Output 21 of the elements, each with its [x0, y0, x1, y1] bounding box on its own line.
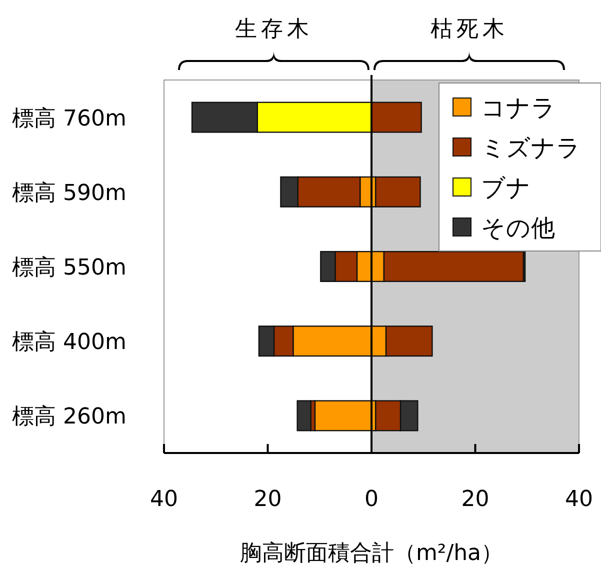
- text: 枯死木: [430, 17, 508, 42]
- y-tick-label: 標高 590m: [12, 180, 126, 206]
- x-tick-label: 20: [254, 487, 282, 512]
- legend-label: ミズナラ: [481, 134, 581, 162]
- y-tick-label: 標高 400m: [12, 330, 126, 356]
- x-tick-label: 40: [150, 487, 178, 512]
- x-axis-title: 胸高断面積合計（m²/ha）: [240, 541, 504, 566]
- text: 生存木: [234, 17, 313, 42]
- y-tick-label: 標高 760m: [12, 106, 126, 132]
- bar: [296, 400, 312, 432]
- y-tick-label: 標高 260m: [12, 404, 126, 430]
- legend-label: コナラ: [481, 94, 556, 122]
- legend-label: ブナ: [481, 174, 531, 202]
- bar: [314, 400, 372, 432]
- bar: [375, 176, 421, 208]
- legend-label: その他: [481, 214, 555, 242]
- x-tick-label: 40: [565, 487, 593, 512]
- x-tick-label: 0: [364, 487, 378, 512]
- y-tick-label: 標高 550m: [12, 256, 126, 280]
- bar: [370, 102, 422, 133]
- x-tick-label: 20: [461, 487, 490, 512]
